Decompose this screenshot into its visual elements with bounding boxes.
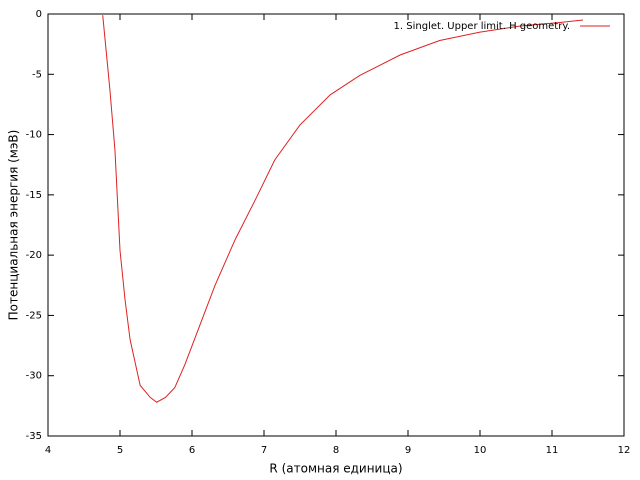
x-tick-label: 5 — [117, 445, 123, 456]
y-tick-label: 0 — [36, 9, 42, 20]
plot-border — [47, 13, 625, 437]
y-tick-label: -30 — [26, 371, 42, 382]
y-tick-label: -10 — [26, 130, 42, 141]
y-tick-label: -5 — [32, 69, 42, 80]
y-tick-label: -35 — [26, 431, 42, 442]
y-tick-label: -25 — [26, 310, 42, 321]
x-tick-label: 10 — [474, 445, 487, 456]
x-tick-label: 6 — [189, 445, 195, 456]
y-tick-label: -20 — [26, 250, 42, 261]
x-axis-label: R (атомная единица) — [269, 462, 402, 476]
x-tick-label: 7 — [261, 445, 267, 456]
x-tick-label: 9 — [405, 445, 411, 456]
y-axis-label: Потенциальная энергия (мэВ) — [7, 130, 21, 321]
line-series — [102, 15, 584, 403]
x-tick-label: 8 — [333, 445, 339, 456]
x-tick-label: 11 — [546, 445, 559, 456]
x-tick-label: 4 — [45, 445, 51, 456]
x-tick-label: 12 — [618, 445, 631, 456]
legend-label: 1. Singlet. Upper limit. H geometry. — [394, 21, 570, 32]
y-tick-label: -15 — [26, 190, 42, 201]
